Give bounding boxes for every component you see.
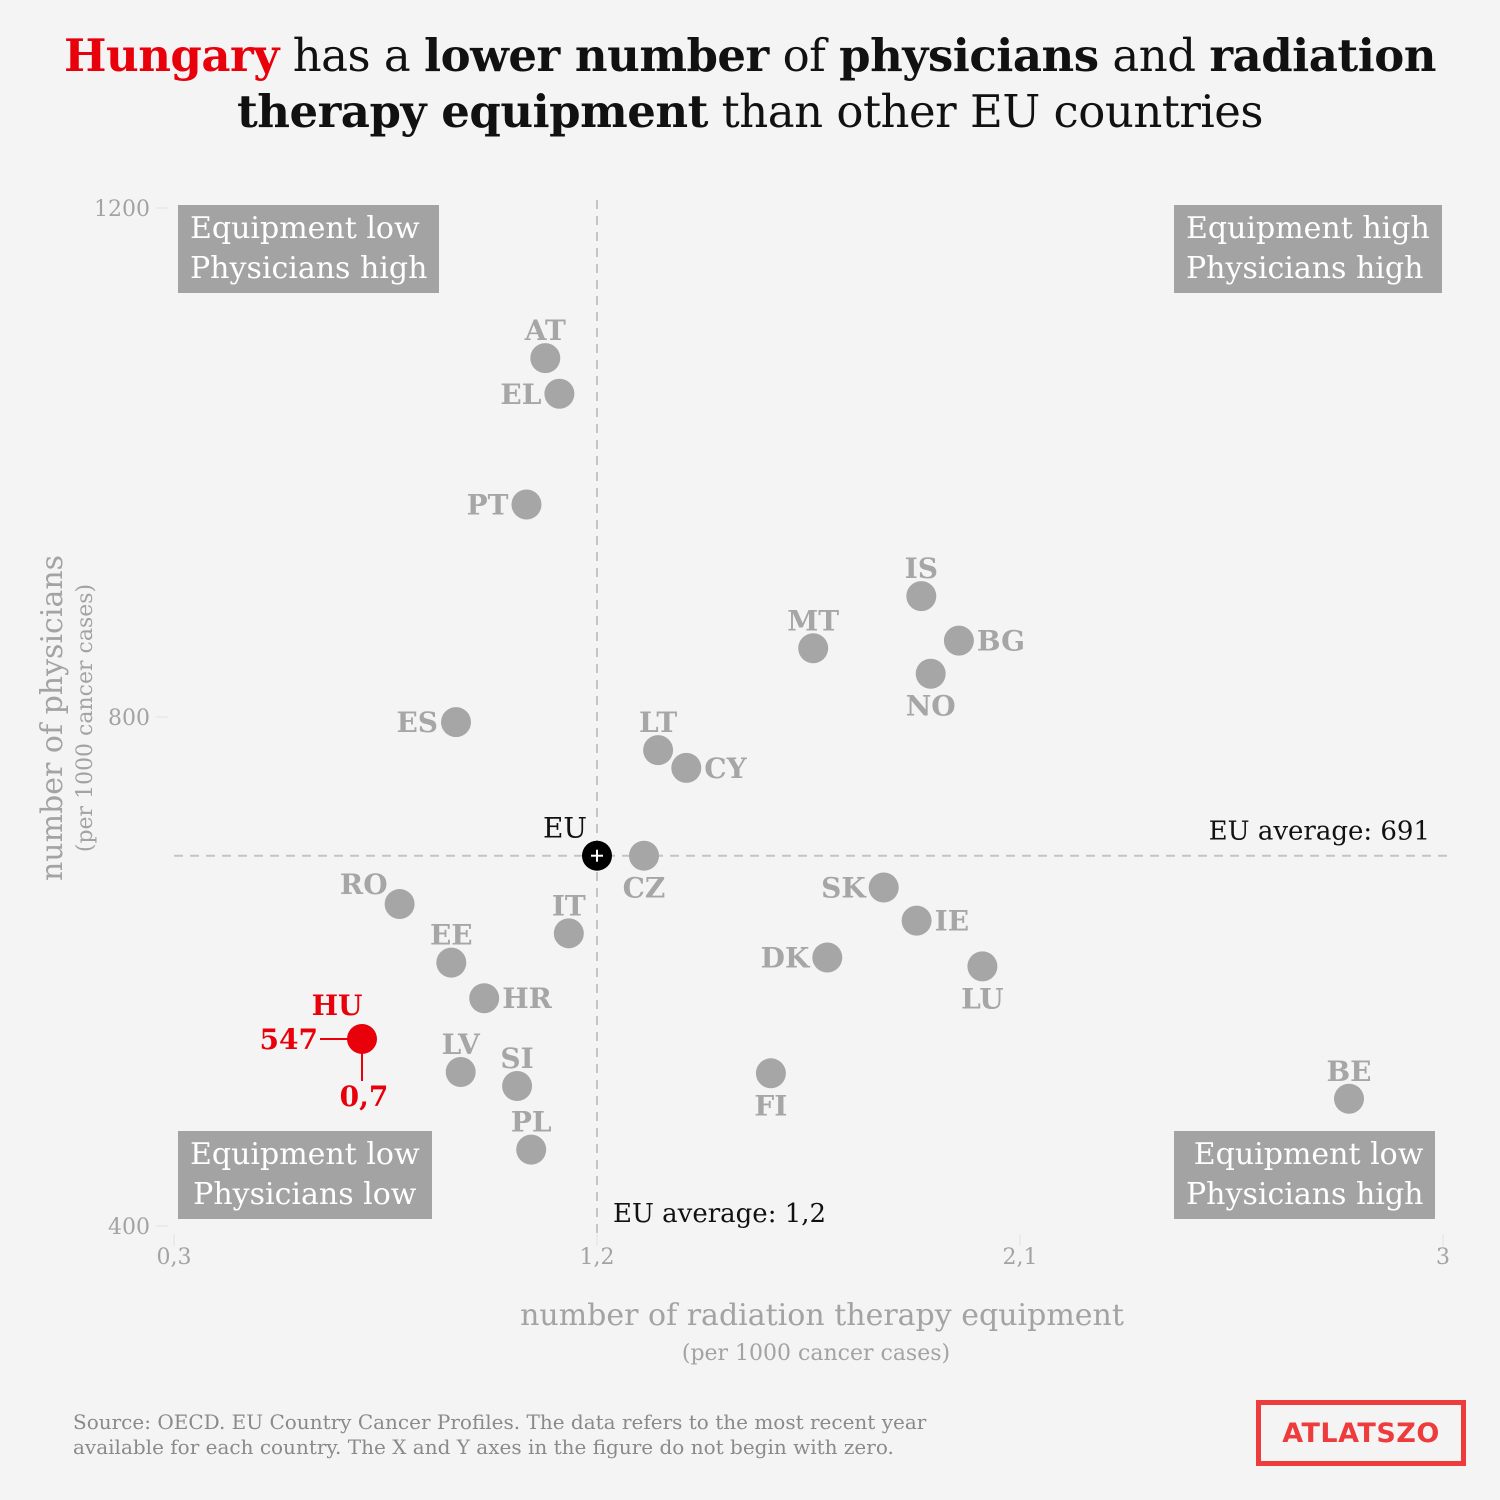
- x-tick-label: 3: [1436, 1245, 1450, 1270]
- data-point-label: IT: [552, 889, 586, 922]
- source-note: Source: OECD. EU Country Cancer Profiles…: [73, 1410, 927, 1459]
- y-tick-label: 1200: [94, 197, 150, 222]
- data-point-label: NO: [906, 690, 956, 723]
- data-point-label: PT: [467, 488, 509, 521]
- logo-text: ATLATSZO: [1282, 1417, 1440, 1449]
- quadrant-line: Equipment low: [190, 211, 420, 246]
- eu-point-label: EU: [543, 812, 587, 845]
- hu-point: [347, 1023, 377, 1054]
- hu-y-value: 547: [260, 1023, 318, 1056]
- data-point-label: CZ: [623, 872, 666, 905]
- data-point: [502, 1071, 533, 1102]
- x-tick-label: 0,3: [157, 1245, 192, 1270]
- data-point-label: SK: [821, 872, 867, 905]
- x-tick-label: 2,1: [1003, 1245, 1038, 1270]
- data-point: [441, 707, 471, 738]
- data-point: [943, 625, 974, 656]
- quadrant-label-top-right: Equipment high Physicians high: [1174, 205, 1442, 293]
- data-point: [469, 983, 500, 1014]
- data-point: [868, 872, 899, 903]
- eu-average-x-label: EU average: 1,2: [613, 1199, 826, 1229]
- title-text: has a: [278, 29, 425, 82]
- data-point: [544, 378, 575, 409]
- data-point-label: ES: [396, 706, 438, 739]
- quadrant-line: Equipment low: [1193, 1137, 1424, 1172]
- data-point: [629, 840, 659, 871]
- data-point-label: SI: [500, 1042, 533, 1075]
- data-point-label: IS: [905, 552, 938, 585]
- chart-title: Hungary has a lower number of physicians…: [0, 28, 1500, 140]
- x-axis-sublabel: (per 1000 cancer cases): [682, 1341, 950, 1366]
- data-point-label: RO: [340, 868, 388, 901]
- title-text: of: [768, 29, 840, 82]
- atlatszo-logo: ATLATSZO: [1256, 1400, 1466, 1466]
- axes: 0,3 1,2 2,1 3 400 800 1200: [94, 197, 1450, 1270]
- data-point-label: CY: [704, 752, 747, 785]
- data-point-label: IE: [935, 905, 969, 938]
- data-point: [812, 942, 843, 973]
- title-text: lower number: [424, 29, 769, 82]
- quadrant-line: Physicians high: [1186, 1177, 1424, 1212]
- quadrant-line: Physicians high: [190, 251, 428, 286]
- data-point: [511, 489, 542, 520]
- data-points: [384, 343, 1364, 1165]
- data-point: [530, 343, 561, 374]
- data-point-label: LT: [639, 706, 677, 739]
- data-point-label: PL: [511, 1106, 552, 1139]
- title-text: and: [1098, 29, 1210, 82]
- data-point-label: EL: [500, 378, 541, 411]
- data-point: [901, 905, 932, 936]
- data-point-label: HR: [502, 982, 552, 1015]
- data-point-label: FI: [754, 1089, 787, 1122]
- data-point: [671, 752, 702, 783]
- data-point: [436, 947, 467, 978]
- eu-average-y-label: EU average: 691: [1209, 817, 1430, 847]
- data-point: [967, 951, 998, 982]
- data-point-label: BE: [1326, 1055, 1371, 1088]
- data-point: [643, 735, 674, 766]
- data-point: [516, 1134, 547, 1165]
- reference-lines: EU average: 1,2 EU average: 691: [174, 200, 1450, 1240]
- hu-label: HU: [312, 989, 363, 1022]
- data-point-label: DK: [761, 942, 811, 975]
- data-point-label: MT: [787, 604, 839, 637]
- data-point: [798, 633, 829, 664]
- title-text: physicians: [839, 29, 1099, 82]
- data-point: [1334, 1083, 1364, 1114]
- data-point: [906, 581, 937, 612]
- data-point-label: AT: [524, 314, 566, 347]
- quadrant-label-bottom-left: Equipment low Physicians low: [178, 1131, 432, 1219]
- x-tick-label: 1,2: [580, 1245, 615, 1270]
- data-point: [445, 1057, 476, 1088]
- quadrant-label-bottom-right: Equipment low Physicians high: [1174, 1131, 1436, 1219]
- title-text: than other EU countries: [707, 85, 1264, 138]
- data-point: [755, 1058, 786, 1089]
- y-axis-label: number of physicians: [35, 555, 70, 881]
- y-tick-label: 400: [108, 1215, 150, 1240]
- data-point-label: LU: [961, 982, 1004, 1015]
- title-highlight: Hungary: [63, 29, 279, 82]
- data-point: [553, 918, 584, 949]
- quadrant-line: Physicians high: [1186, 251, 1424, 286]
- title-text: radiation therapy equipment: [236, 29, 1437, 138]
- quadrant-line: Physicians low: [193, 1177, 417, 1212]
- point-labels: AT EL PT IS BG MT NO ES LT CY CZ SK RO IE IT EE DK LU HR LV…: [340, 314, 1372, 1138]
- data-point-label: BG: [977, 625, 1025, 658]
- quadrant-line: Equipment high: [1186, 211, 1430, 246]
- quadrant-line: Equipment low: [190, 1137, 420, 1172]
- x-axis-label: number of radiation therapy equipment: [520, 1298, 1124, 1333]
- data-point-label: EE: [430, 919, 473, 952]
- y-axis-sublabel: (per 1000 cancer cases): [73, 584, 98, 852]
- data-point: [915, 658, 946, 689]
- data-point-label: LV: [442, 1028, 481, 1061]
- data-point: [384, 889, 415, 920]
- hu-x-value: 0,7: [340, 1080, 389, 1113]
- y-tick-label: 800: [108, 706, 150, 731]
- quadrant-label-top-left: Equipment low Physicians high: [178, 205, 440, 293]
